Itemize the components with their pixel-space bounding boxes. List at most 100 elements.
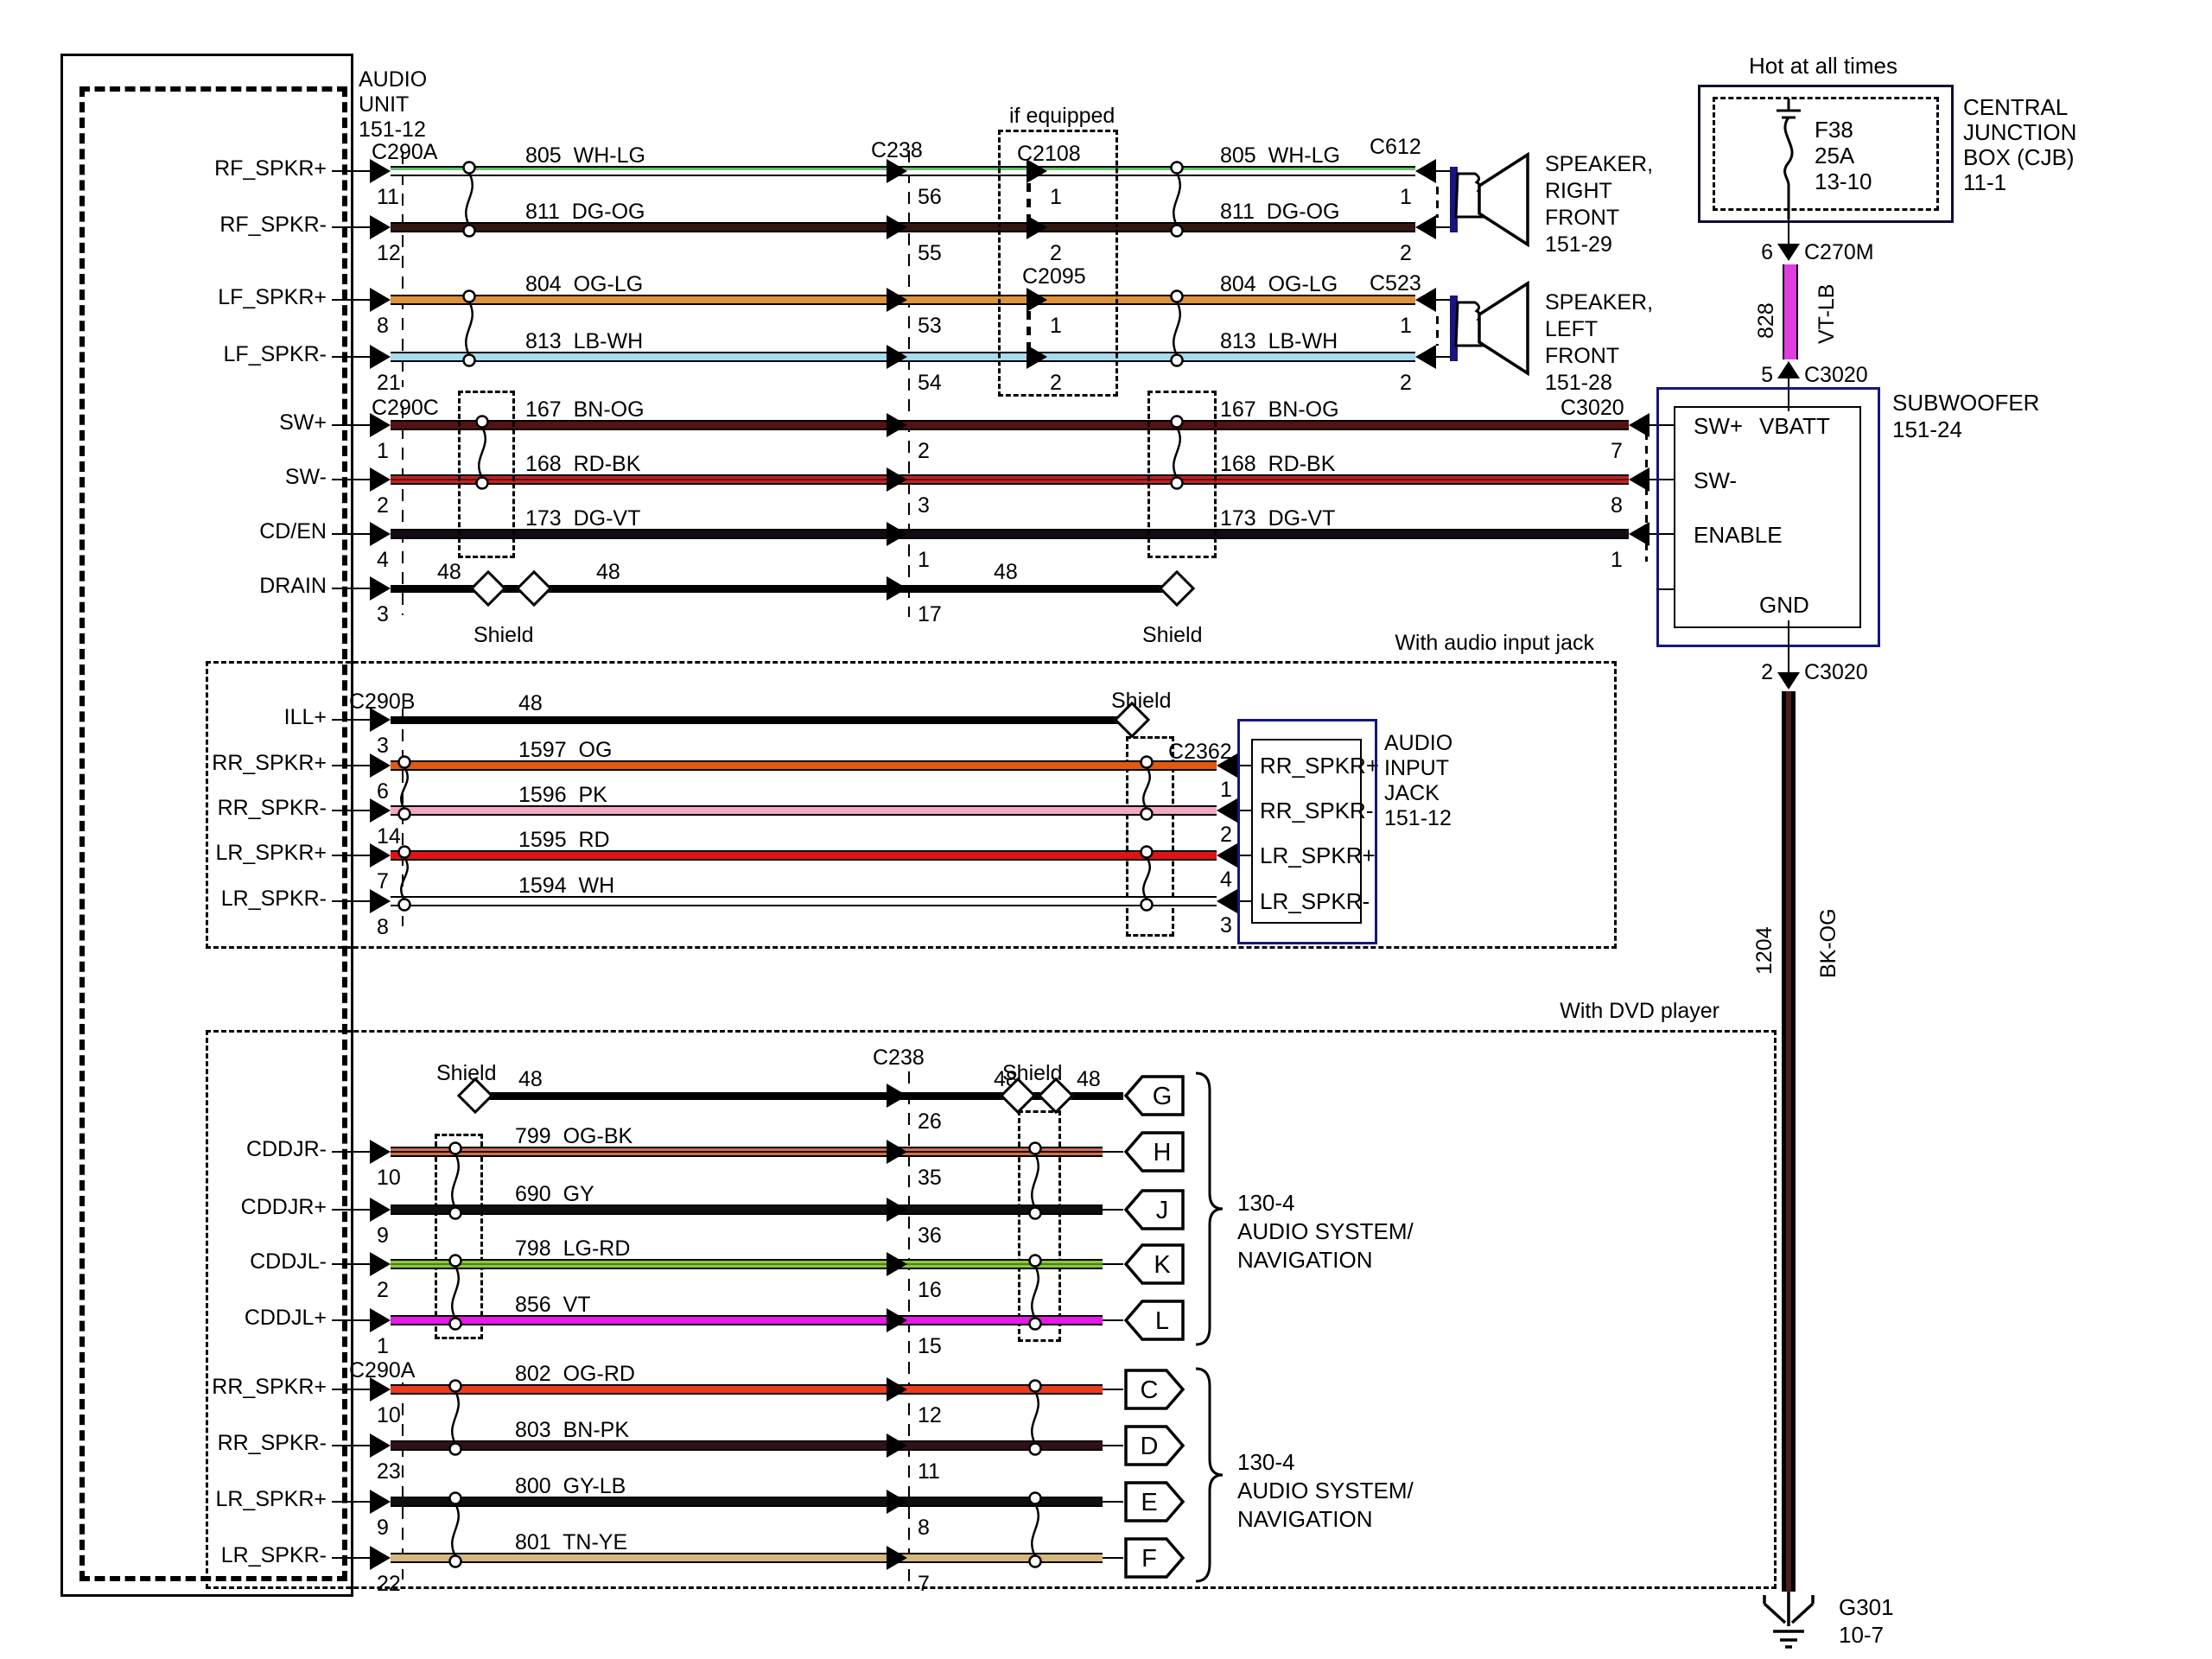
vbatt-line [1788,378,1789,411]
connector-arrow-icon [370,576,391,601]
wire-label: 48 [994,560,1018,584]
c238-arrow-icon [887,215,907,239]
signal-lead-line [332,226,375,228]
pin-number: 17 [918,602,942,626]
pin-number: 2 [1050,241,1062,265]
jack-arrow-icon [1217,889,1237,913]
twisted-pair-icon [1028,1491,1042,1568]
jack-lead-line [1237,765,1251,766]
signal-lead-line [332,479,375,480]
speaker-left-front-label: FRONT [1545,344,1620,368]
svg-text:J: J [1156,1197,1169,1224]
pin-number: 4 [377,548,389,572]
pin-number: 35 [918,1166,942,1190]
nav-system-label: AUDIO SYSTEM/ [1237,1478,1414,1503]
pin-number: 9 [377,1516,389,1540]
speaker-lead-line [1436,356,1450,358]
speaker-icon [1450,280,1529,377]
c3020-arrow-icon [1777,361,1800,378]
pin-number: 2 [1400,241,1412,265]
wire-label: 167 BN-OG [525,397,645,422]
twisted-pair-icon [448,1491,462,1568]
wire-label: 813 LB-WH [525,329,644,353]
audio-jack-name: 151-12 [1384,806,1452,830]
wire-label: 805 WH-LG [525,143,645,168]
wire-label: 690 GY [515,1182,594,1206]
nav-connector-H: H [1123,1131,1185,1173]
subwoofer-lead-line [1649,424,1674,426]
nav-connector-C: C [1124,1369,1185,1410]
twisted-pair-icon [1028,1379,1042,1456]
pin-number: 6 [1761,240,1773,264]
twisted-pair-icon [448,1254,462,1331]
connector-arrow-icon [370,1252,391,1276]
connector-arrow-icon [370,288,391,312]
speaker-right-front-label: SPEAKER, [1545,152,1654,176]
pin-number: 1 [1050,185,1062,209]
wire-828-vt-lb [1783,264,1798,359]
wire-ill-48 [391,715,1123,724]
signal-label: RR_SPKR+ [212,751,327,775]
audio-unit-dashed-box [79,86,347,1581]
wire-label: 173 DG-VT [1220,506,1336,531]
nav-system-label: 130-4 [1237,1190,1295,1216]
nav-connector-E: E [1124,1481,1185,1522]
wire-801 TN-YE [391,1553,1103,1563]
cjb-outer-box [1698,85,1954,223]
jack-inner-label: LR_SPKR+ [1260,842,1376,868]
signal-label: RR_SPKR- [217,1431,327,1455]
jack-arrow-icon [1217,798,1237,823]
wire-800 GY-LB [391,1497,1103,1507]
wire-label: 798 LG-RD [515,1236,631,1261]
wire-label: 811 DG-OG [525,200,645,224]
connector-label-c612: C612 [1370,135,1421,159]
pentagon-lead-line [1103,1209,1123,1211]
subwoofer-pin-label: GND [1759,592,1809,618]
pin-number: 10 [377,1403,401,1427]
wire-label: 48 [596,560,620,584]
cjb-name: JUNCTION [1963,119,2077,145]
wire-1594 WH [391,896,1217,906]
connector-label-c3020: C3020 [1804,363,1868,387]
wire-label: 801 TN-YE [515,1530,628,1554]
c3020-bottom-arrow-icon [1777,672,1800,690]
svg-text:D: D [1141,1433,1159,1460]
pin-number: 9 [377,1224,389,1248]
pin-number: 11 [918,1459,940,1484]
wire-label: 173 DG-VT [525,506,641,531]
signal-lead-line [332,765,375,766]
pin-number: 4 [1220,868,1232,892]
subwoofer-name: SUBWOOFER [1892,390,2040,416]
signal-label: LR_SPKR- [220,1543,327,1567]
sw-twist-box-left [458,391,515,558]
wire-label: 1597 OG [518,738,613,762]
wire-label: 1595 RD [518,828,610,852]
pin-number: 11 [377,185,399,209]
signal-label: LF_SPKR+ [218,285,327,309]
signal-lead-line [332,588,375,589]
c238-arrow-icon [887,345,907,369]
pin-number: 8 [918,1516,930,1540]
jack-inner-label: RR_SPKR- [1260,798,1374,823]
c238-arrow-icon [887,1490,907,1514]
signal-label: LF_SPKR- [223,342,327,366]
speaker-right-front-label: FRONT [1545,206,1620,230]
wire-label: 48 [518,1067,543,1091]
speaker-lead-line [1436,226,1450,228]
signal-lead-line [332,1445,375,1446]
pin-number: 1 [918,548,930,572]
pin-number: 3 [918,493,930,518]
pin-number: 21 [377,371,401,395]
pin-number: 12 [377,241,401,265]
connector-label-c3020: C3020 [1804,660,1868,684]
pentagon-lead-line [1103,1501,1123,1503]
wire-label: 1596 PK [518,783,607,807]
c2095-connector-line [1026,311,1031,351]
wire-number-vertical: 1204 [1752,926,1777,975]
c238-arrow-icon [887,1546,907,1570]
pin-number: 2 [1050,371,1062,395]
svg-text:K: K [1154,1251,1171,1279]
connector-line-c238-dvd [908,1071,910,1581]
jack-lead-line [1237,810,1251,811]
nav-connector-F: F [1124,1537,1185,1579]
